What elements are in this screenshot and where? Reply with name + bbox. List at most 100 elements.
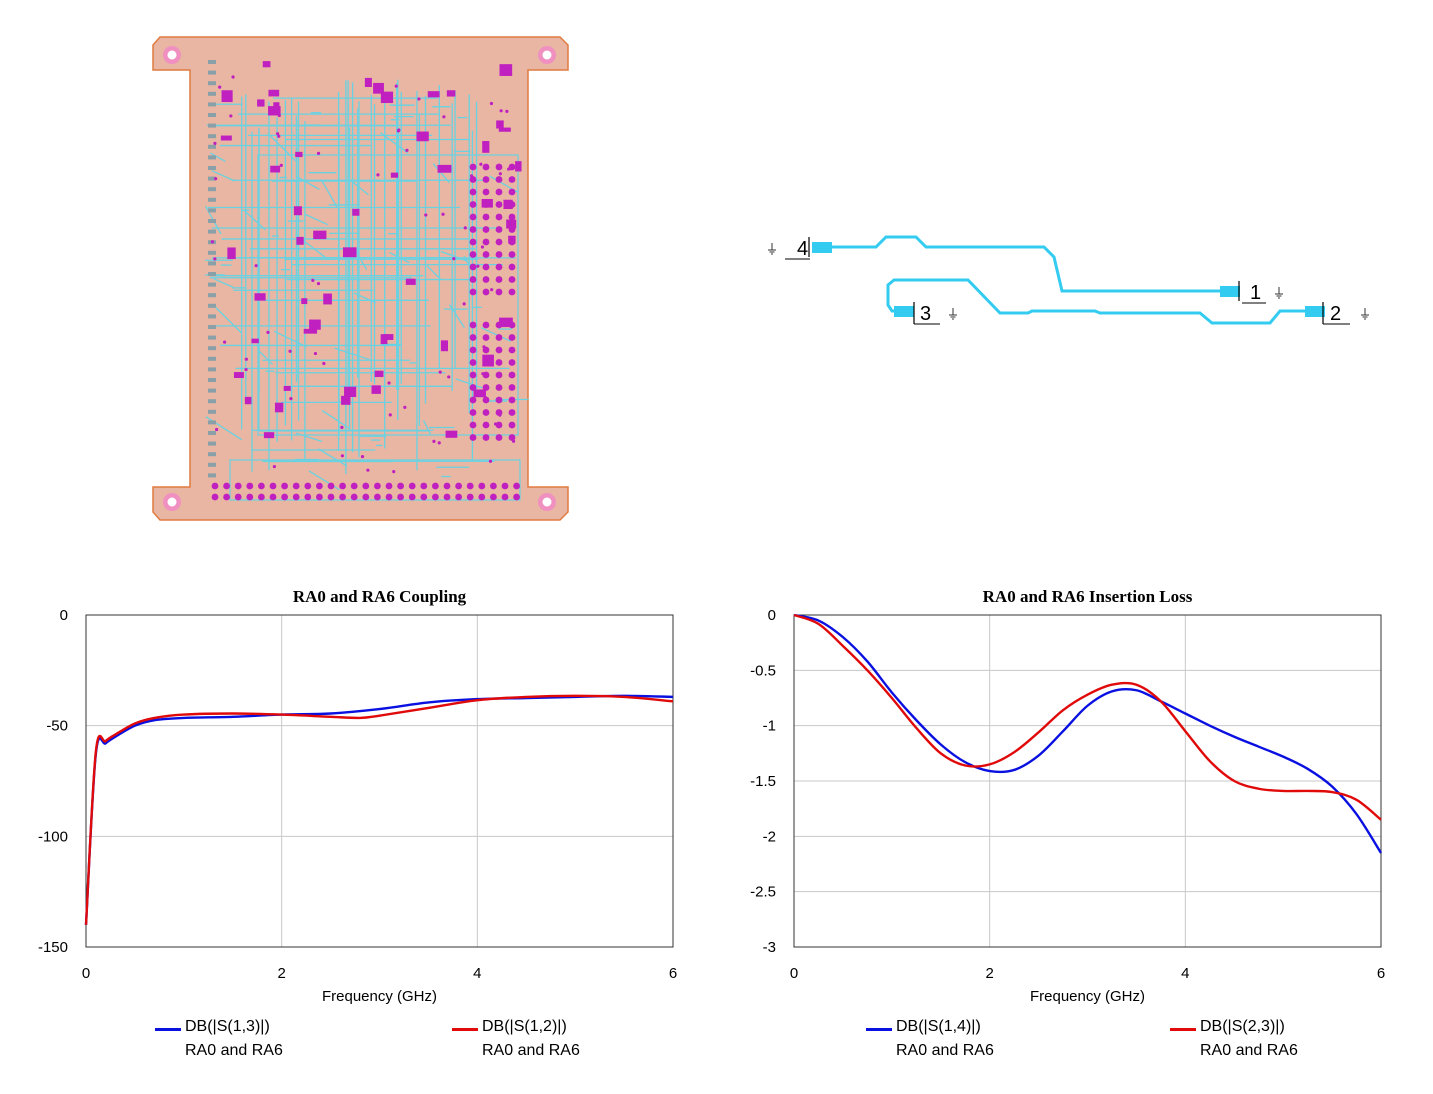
header-pin <box>508 251 516 258</box>
header-pin <box>469 163 477 171</box>
plot-area <box>86 615 673 947</box>
port-4-pad <box>812 242 832 253</box>
connector-pin <box>513 493 520 501</box>
legend-sub-s12: RA0 and RA6 <box>482 1042 580 1059</box>
via <box>442 115 446 119</box>
component-pad <box>416 131 429 142</box>
smd-pad <box>208 229 216 234</box>
via <box>376 173 380 177</box>
trace-segment <box>380 132 409 154</box>
via <box>229 114 233 118</box>
header-pin <box>495 384 503 391</box>
component-pad <box>262 61 271 68</box>
component-pad <box>427 91 440 98</box>
mounting-hole-center <box>167 497 177 507</box>
legend-line-s13 <box>155 1028 181 1031</box>
component-pad <box>482 141 490 153</box>
via <box>254 264 258 268</box>
component-pad <box>301 298 308 305</box>
header-pin <box>469 263 477 271</box>
connector-pin <box>408 482 416 490</box>
legend-name-s12: DB(|S(1,2)|) <box>482 1018 567 1035</box>
header-pin <box>482 421 490 429</box>
smd-pad <box>208 325 216 329</box>
header-pin <box>482 263 490 271</box>
connector-pin <box>490 482 497 490</box>
component-pad <box>251 338 259 344</box>
ground-icon-port-1 <box>1275 287 1283 299</box>
connector-pin <box>408 493 416 501</box>
component-pad <box>390 172 399 178</box>
schematic-view: 4 1 3 2 <box>768 235 1369 325</box>
y-tick-label: -2 <box>763 828 776 845</box>
connector-pin <box>281 482 288 490</box>
header-pin <box>482 288 490 296</box>
header-pin <box>495 176 503 183</box>
smd-pad <box>208 261 216 266</box>
connector-pin <box>490 493 497 501</box>
component-pad <box>498 127 511 132</box>
header-pin <box>482 276 490 283</box>
connector-pin <box>234 493 242 501</box>
chart-title: RA0 and RA6 Insertion Loss <box>983 587 1193 606</box>
board-outline <box>152 36 569 521</box>
via <box>452 256 456 261</box>
component-pad <box>274 402 284 413</box>
smd-pad <box>208 91 216 96</box>
legend-line-s23 <box>1170 1028 1196 1031</box>
via <box>340 425 344 429</box>
connector-pin <box>327 482 335 490</box>
header-pin <box>508 163 516 171</box>
via <box>277 134 281 138</box>
smd-pad <box>208 219 216 223</box>
header-pin <box>508 434 516 441</box>
connector-pin <box>304 482 312 490</box>
trace-segment <box>422 420 431 435</box>
smd-pad <box>208 113 216 117</box>
smd-pad <box>208 473 216 478</box>
via <box>360 455 365 459</box>
insertion-loss-chart: RA0 and RA6 Insertion Loss 0 2 4 6 0 -0.5 -1 -1.… <box>750 587 1385 1005</box>
port-4-label: 4 <box>797 238 808 260</box>
component-pad <box>233 372 244 378</box>
trace-segment <box>257 349 273 365</box>
header-pin <box>508 263 516 271</box>
header-pin <box>495 321 503 329</box>
connector-pin <box>374 482 381 490</box>
port-3-label: 3 <box>920 303 931 325</box>
header-pin <box>508 288 516 296</box>
component-pad <box>374 370 384 378</box>
mounting-hole-center <box>167 50 177 60</box>
trace-segment <box>304 213 329 226</box>
via <box>288 349 292 353</box>
component-pad <box>295 151 303 158</box>
trace-segment <box>426 265 441 280</box>
component-pad <box>263 432 275 439</box>
smd-pad <box>208 452 216 457</box>
trace-segment <box>213 305 242 333</box>
header-pin <box>495 276 503 283</box>
connector-pin <box>269 482 277 490</box>
connector-pin <box>420 493 428 501</box>
component-pad <box>499 64 513 76</box>
component-pad <box>309 319 321 330</box>
connector-pin <box>258 482 265 490</box>
header-pin <box>482 188 490 196</box>
via <box>366 468 370 472</box>
connector-pin <box>292 493 300 501</box>
x-tick-label: 6 <box>1377 965 1385 982</box>
connector-pin <box>501 493 509 501</box>
smd-pad <box>208 81 216 86</box>
header-pin <box>508 226 516 233</box>
header-pin <box>495 346 503 354</box>
connector-pin <box>385 482 393 490</box>
component-pad <box>515 161 522 172</box>
component-pad <box>273 102 280 113</box>
connector-pin <box>246 482 254 490</box>
header-pin <box>495 409 503 416</box>
component-pad <box>499 317 513 328</box>
via <box>313 351 318 356</box>
via <box>223 340 227 344</box>
component-pad <box>380 91 394 104</box>
header-pin <box>482 251 490 258</box>
